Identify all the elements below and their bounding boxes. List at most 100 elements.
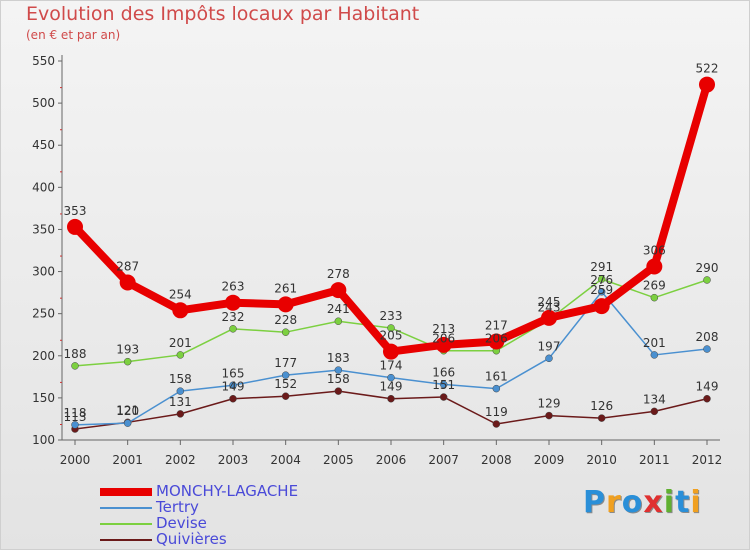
data-point xyxy=(229,325,237,333)
data-point xyxy=(593,298,610,315)
data-label: 233 xyxy=(380,309,403,323)
data-label: 353 xyxy=(64,204,87,218)
data-label: 208 xyxy=(696,330,719,344)
data-label: 228 xyxy=(274,313,297,327)
y-tick-label: 450 xyxy=(32,138,55,152)
data-point xyxy=(176,351,185,359)
data-label: 306 xyxy=(643,244,666,258)
data-label: 188 xyxy=(64,347,87,361)
data-label: 263 xyxy=(222,280,245,294)
data-label: 152 xyxy=(274,377,297,391)
data-label: 278 xyxy=(327,267,350,281)
data-point xyxy=(703,394,711,403)
data-label: 290 xyxy=(696,261,719,275)
data-label-layer: 353 287 254 263 261 278 205 213 217 245 259 306 522 1… xyxy=(64,62,719,424)
x-tick-label: 2003 xyxy=(218,453,249,467)
data-point xyxy=(225,294,241,311)
data-point xyxy=(545,354,553,363)
data-point xyxy=(650,351,659,359)
data-point xyxy=(334,366,343,374)
data-label: 276 xyxy=(590,273,613,287)
data-label: 151 xyxy=(432,378,455,392)
x-tick-label: 2001 xyxy=(112,453,143,467)
logo-letter: t xyxy=(675,485,691,520)
data-point xyxy=(229,381,237,390)
data-point xyxy=(646,258,663,275)
data-label: 149 xyxy=(222,380,245,394)
data-point xyxy=(176,410,185,418)
chart-axes: 100 150 200 250 300 350 400 450 500 550 2000 2001 20… xyxy=(32,54,722,467)
x-tick-label: 2004 xyxy=(270,453,301,467)
data-point xyxy=(229,394,237,403)
data-point xyxy=(281,392,290,400)
x-tick-label: 2012 xyxy=(692,453,723,467)
data-point xyxy=(334,387,343,395)
data-point xyxy=(123,357,132,366)
data-point xyxy=(387,394,395,403)
data-point xyxy=(281,371,290,379)
logo-letter: x xyxy=(643,485,664,520)
data-label: 287 xyxy=(116,260,139,274)
data-label: 261 xyxy=(274,281,297,295)
chart-title: Evolution des Impôts locaux par Habitant xyxy=(26,3,420,25)
x-tick-label: 2010 xyxy=(586,453,617,467)
data-label: 149 xyxy=(380,380,403,394)
data-label: 269 xyxy=(643,279,666,293)
legend-label: Devise xyxy=(156,514,207,532)
data-label: 165 xyxy=(222,366,245,380)
data-label: 201 xyxy=(169,336,192,350)
data-point xyxy=(435,336,452,353)
y-tick-label: 550 xyxy=(32,54,55,68)
y-tick-label: 300 xyxy=(32,265,55,279)
data-point xyxy=(650,293,659,302)
data-point xyxy=(176,387,185,395)
data-point xyxy=(650,407,659,416)
legend-swatch xyxy=(100,507,152,509)
data-point xyxy=(699,76,715,93)
data-label: 206 xyxy=(432,332,455,346)
y-tick-label: 350 xyxy=(32,222,55,236)
data-point xyxy=(383,343,399,360)
data-point xyxy=(492,384,501,393)
data-point xyxy=(545,411,553,420)
legend-swatch xyxy=(100,523,152,525)
data-label: 201 xyxy=(643,336,666,350)
data-label: 245 xyxy=(538,295,561,309)
data-label: 126 xyxy=(590,399,613,413)
data-point xyxy=(439,380,448,389)
data-label: 119 xyxy=(485,405,508,419)
data-label: 232 xyxy=(222,310,245,324)
data-point xyxy=(172,302,189,319)
data-label: 217 xyxy=(485,318,508,332)
data-label: 121 xyxy=(116,403,139,417)
data-point xyxy=(492,420,501,428)
logo-letter: r xyxy=(606,485,622,520)
data-point xyxy=(387,324,395,332)
data-label: 129 xyxy=(538,397,561,411)
data-label: 113 xyxy=(64,410,87,424)
legend-label: Tertry xyxy=(156,498,199,516)
x-tick-label: 2000 xyxy=(60,453,91,467)
data-point xyxy=(281,328,290,336)
data-label: 213 xyxy=(432,322,455,336)
data-label: 134 xyxy=(643,392,666,406)
legend-label: MONCHY-LAGACHE xyxy=(156,482,299,500)
legend-label: Quivières xyxy=(156,530,227,548)
data-label: 158 xyxy=(327,372,350,386)
y-tick-label: 200 xyxy=(32,349,55,363)
data-label: 158 xyxy=(169,372,192,386)
data-label: 177 xyxy=(274,356,297,370)
x-tick-label: 2002 xyxy=(165,453,196,467)
data-label: 166 xyxy=(432,365,455,379)
data-point xyxy=(597,275,606,283)
y-tick-label: 400 xyxy=(32,180,55,194)
data-point xyxy=(71,362,79,370)
chart-subtitle: (en € et par an) xyxy=(26,28,121,42)
data-label: 243 xyxy=(538,301,561,315)
data-label: 522 xyxy=(696,62,719,76)
data-point xyxy=(597,288,606,296)
data-label: 183 xyxy=(327,351,350,365)
data-point xyxy=(488,333,505,350)
data-point xyxy=(123,419,132,427)
